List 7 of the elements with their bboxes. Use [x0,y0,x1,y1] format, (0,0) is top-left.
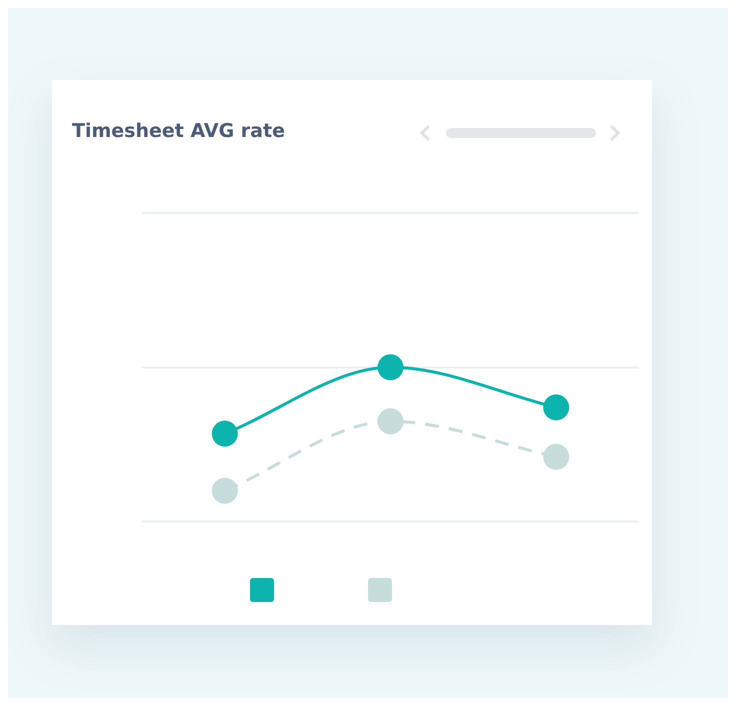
point [212,420,238,447]
point [543,394,570,420]
chart-title: Timesheet AVG rate [72,120,285,142]
point [543,444,570,470]
point [212,478,238,504]
point [378,408,404,434]
point [378,354,404,380]
